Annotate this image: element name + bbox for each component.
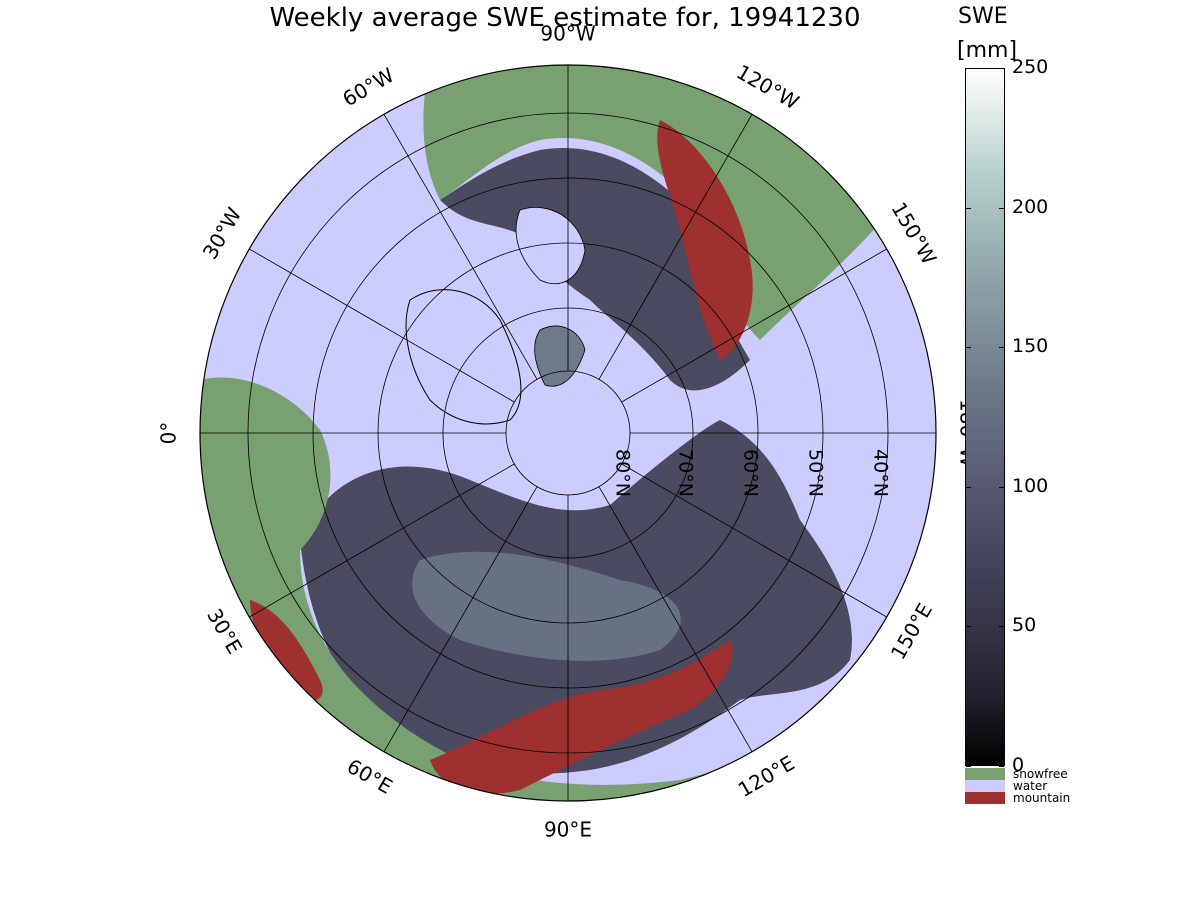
legend-label: snowfree <box>1013 767 1068 781</box>
colorbar-tick-label: 150 <box>1012 335 1049 358</box>
colorbar-tick-label: 0 <box>1012 754 1025 776</box>
longitude-label: 90°W <box>540 22 595 46</box>
latitude-label: 50°N <box>805 449 827 497</box>
colorbar-tick-mark <box>999 347 1004 349</box>
europe-mountain <box>250 600 323 701</box>
latitude-label: 40°N <box>870 449 892 497</box>
longitude-label: 60°W <box>338 63 398 112</box>
longitude-label: 150°W <box>887 198 942 269</box>
colorbar-tick-mark <box>966 766 971 767</box>
meridian-line <box>249 248 515 403</box>
colorbar-tick-mark <box>966 486 971 488</box>
rockies-mountain <box>657 120 753 360</box>
latitude-label: 80°N <box>612 449 634 497</box>
colorbar-tick-label: 100 <box>1012 474 1049 497</box>
longitude-label: 150°E <box>886 599 937 664</box>
legend-label: mountain <box>1013 791 1071 805</box>
latitude-label: 70°N <box>675 449 697 497</box>
greenland <box>405 289 522 425</box>
colorbar-tick-mark <box>999 486 1004 488</box>
legend-swatch <box>965 768 1005 780</box>
meridians <box>200 65 936 801</box>
longitude-label: 30°W <box>198 203 247 263</box>
colorbar-tick-label: 50 <box>1012 614 1037 637</box>
latitude-labels: 80°N 70°N 60°N 50°N 40°N <box>612 449 892 497</box>
colorbar-tick-mark <box>999 766 1004 767</box>
longitude-label: 60°E <box>343 754 397 799</box>
legend-swatch <box>965 780 1005 792</box>
map-title: Weekly average SWE estimate for, 1994123… <box>269 3 861 33</box>
colorbar-tick-mark <box>966 68 971 69</box>
longitude-label: 90°E <box>544 818 592 842</box>
colorbar-tick-mark <box>999 207 1004 209</box>
meridian-line <box>621 248 887 403</box>
colorbar-tick-label: 250 <box>1012 56 1049 78</box>
colorbar-title: SWE <box>958 4 1008 29</box>
meridian-line <box>598 114 753 380</box>
meridian-line <box>621 463 887 618</box>
colorbar-tick-mark <box>999 626 1004 628</box>
eurasia-deep-snow <box>412 551 681 661</box>
legend-label: water <box>1013 779 1048 793</box>
longitude-label: 0° <box>157 422 181 445</box>
asia-mountain-belt <box>430 640 733 794</box>
longitude-label: 120°W <box>732 60 803 115</box>
colorbar-tick-label: 200 <box>1012 195 1049 218</box>
graticule <box>199 64 937 802</box>
north-america-snow <box>440 148 750 391</box>
meridian-line <box>383 114 538 380</box>
colorbar <box>965 68 1005 766</box>
colorbar-unit: [mm] <box>957 38 1018 63</box>
longitude-label: 120°E <box>734 751 799 802</box>
map-disk <box>200 65 936 801</box>
colorbar-tick-mark <box>966 626 971 628</box>
meridian-line <box>383 486 538 752</box>
colorbar-tick-mark <box>966 347 971 349</box>
colorbar-tick-mark <box>999 68 1004 69</box>
meridian-line <box>249 463 515 618</box>
legend-swatch <box>965 792 1005 804</box>
europe-snowfree <box>200 377 790 801</box>
meridian-line <box>598 486 753 752</box>
longitude-label: 30°E <box>202 604 247 658</box>
colorbar-tick-mark <box>966 207 971 209</box>
latitude-label: 60°N <box>740 449 762 497</box>
